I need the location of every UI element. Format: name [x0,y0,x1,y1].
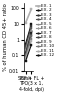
EX. 7 [30,33,31,34]
Y-axis label: % of human CD 45+ ratio: % of human CD 45+ ratio [3,3,8,71]
EX. 6 [30,31,31,32]
EX. 10 [30,38,31,39]
EX. 4 [30,27,31,28]
EX. 5 [30,29,31,30]
EX. 3 [30,25,31,27]
Line: EX. 2: EX. 2 [24,23,32,45]
Line: EX. 7: EX. 7 [24,32,32,54]
Line: EX. 8: EX. 8 [24,34,32,55]
Line: EX. 9: EX. 9 [24,35,32,57]
Line: EX. 12: EX. 12 [24,44,32,62]
EX. 11 [30,40,31,42]
Line: EX. 5: EX. 5 [24,29,32,51]
Line: EX. 10: EX. 10 [24,38,32,58]
Line: EX. 6: EX. 6 [24,30,32,52]
Legend: EX. 1, EX. 2, EX. 3, EX. 4, EX. 5, EX. 6, EX. 7, EX. 8, EX. 9, EX. 10, EX. 11, E: EX. 1, EX. 2, EX. 3, EX. 4, EX. 5, EX. 6… [35,4,54,58]
Line: EX. 4: EX. 4 [24,27,32,49]
EX. 9 [30,36,31,37]
Line: EX. 11: EX. 11 [24,40,32,59]
EX. 1 [30,9,31,10]
EX. 2 [30,24,31,25]
EX. 12 [30,44,31,46]
EX. 8 [30,34,31,35]
Line: EX. 1: EX. 1 [24,8,32,24]
Line: EX. 3: EX. 3 [24,25,32,47]
